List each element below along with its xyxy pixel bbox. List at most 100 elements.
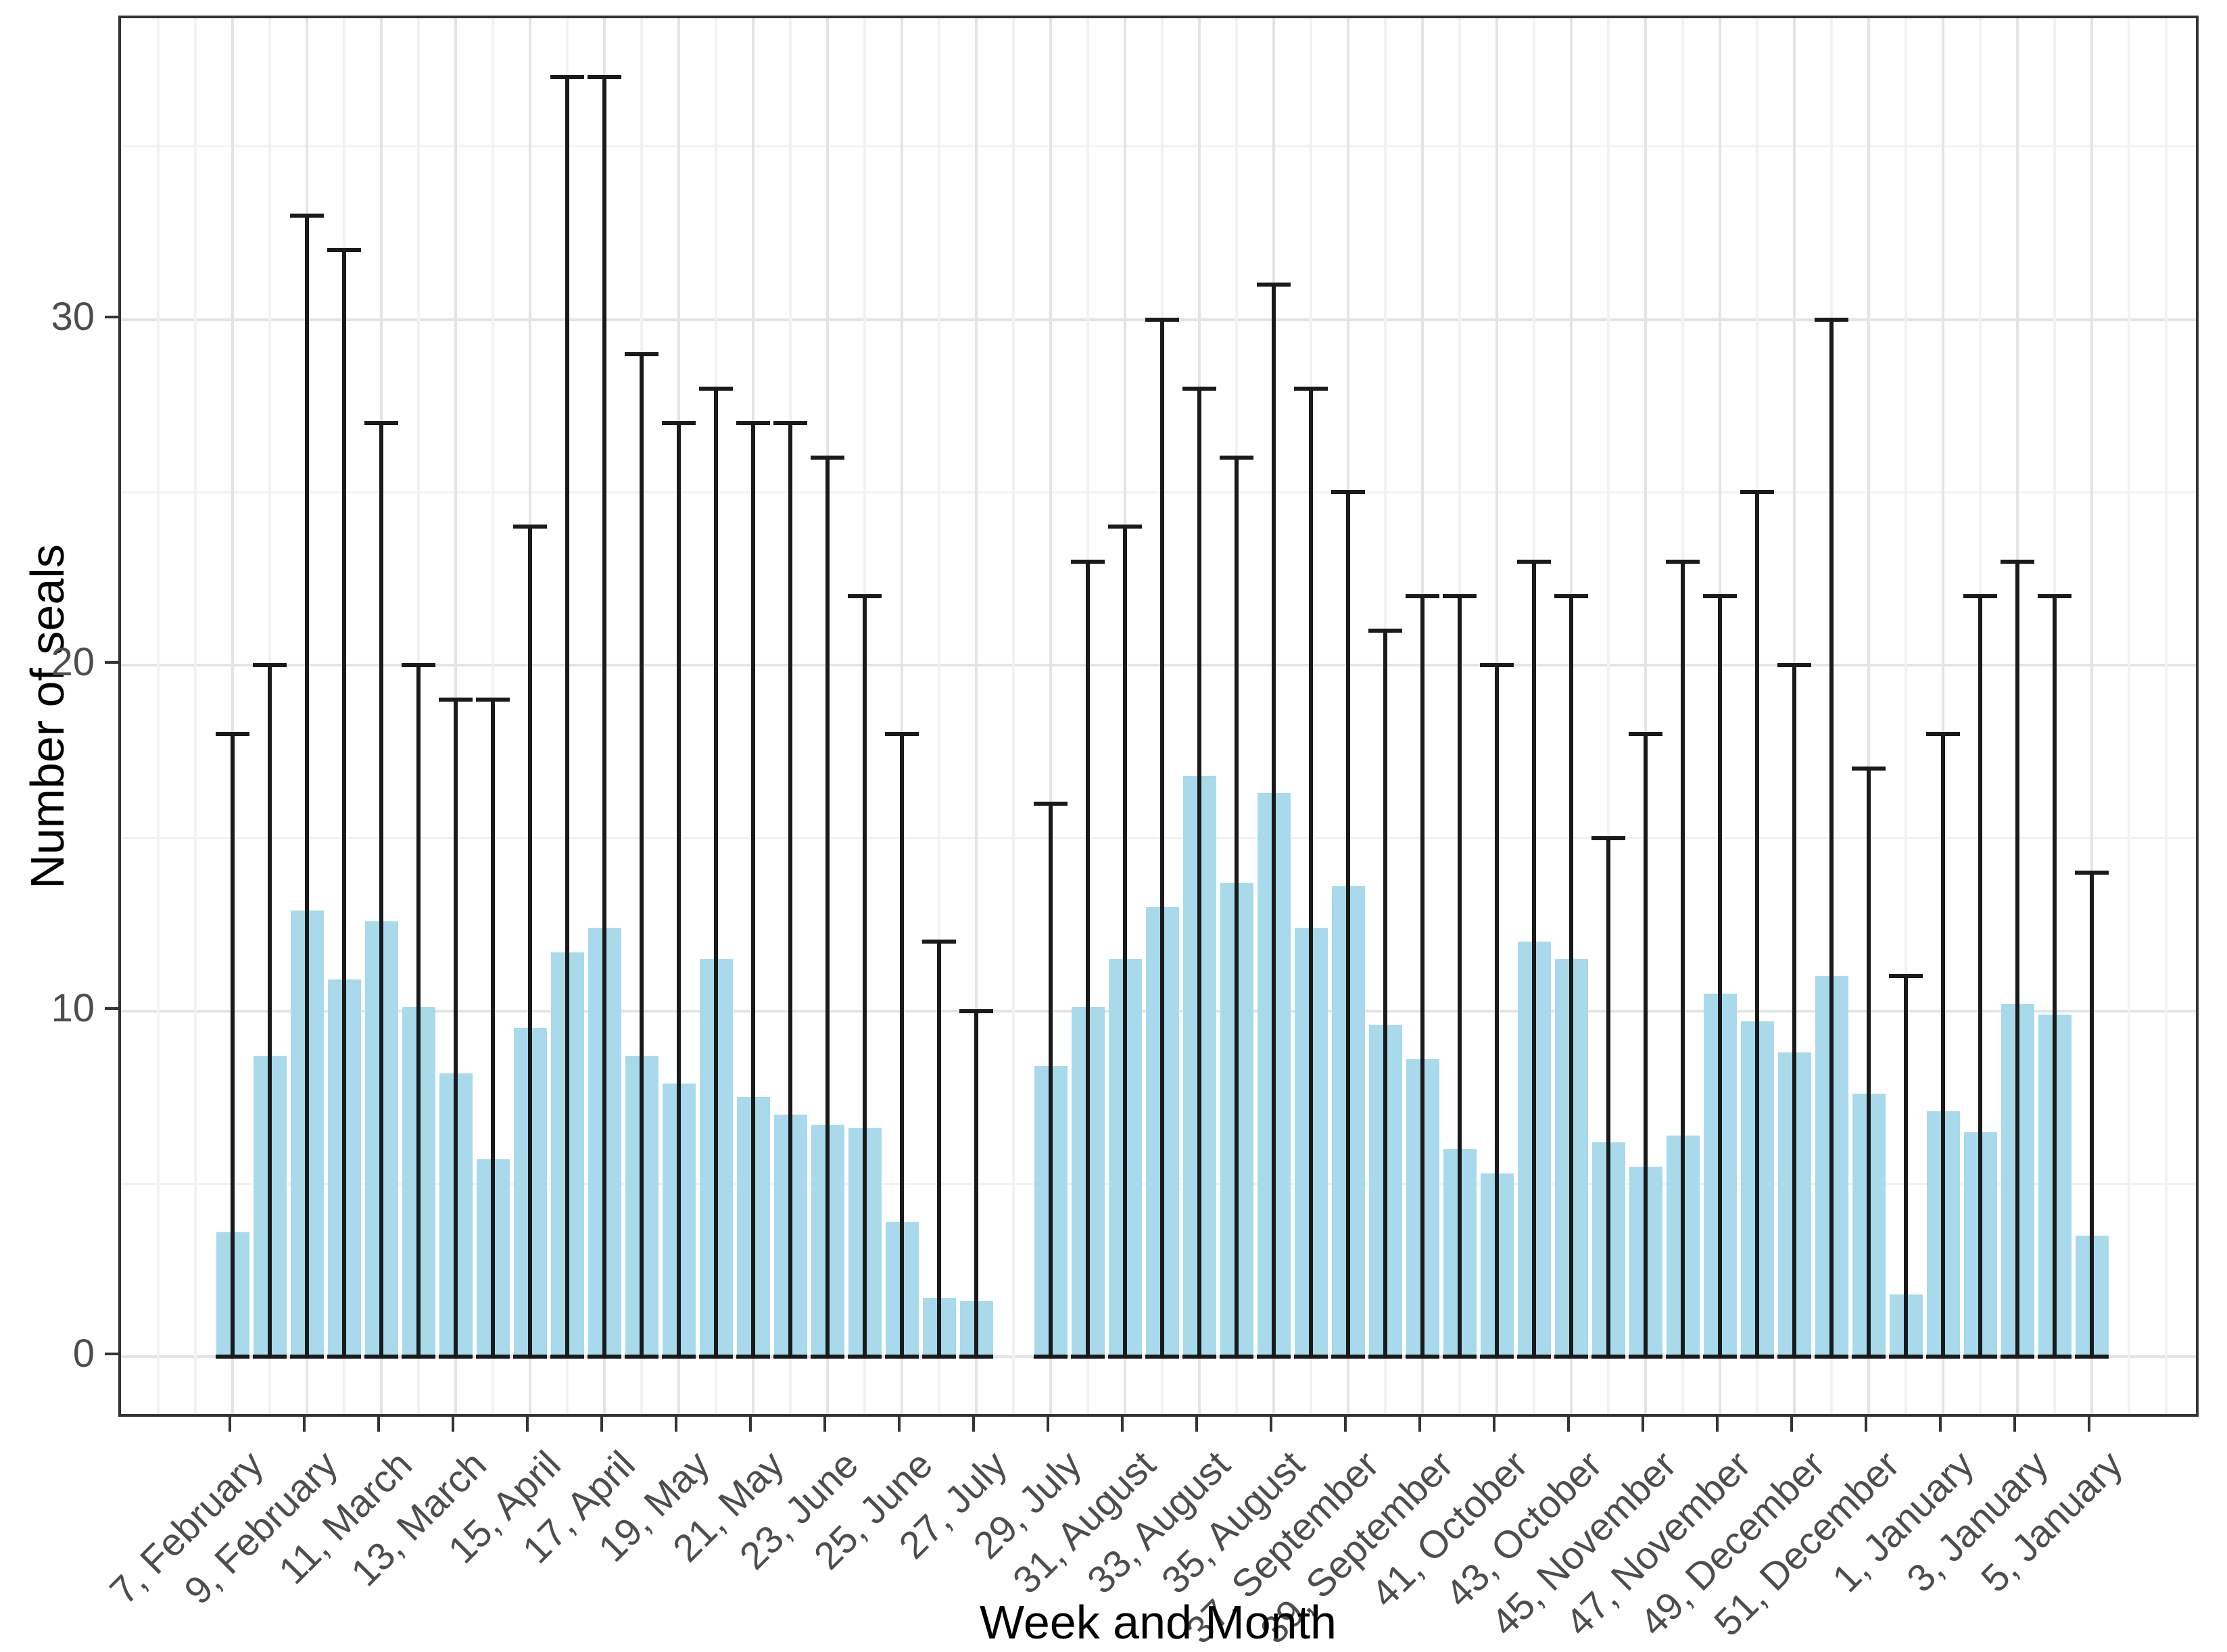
errorbar-cap-bottom-week-17: [588, 1355, 621, 1359]
x-major-gridline: [975, 18, 978, 1414]
errorbar-line-week-30: [1086, 561, 1090, 1357]
errorbar-line-week-7: [231, 734, 235, 1357]
errorbar-cap-top-week-31: [1108, 525, 1142, 529]
errorbar-cap-bottom-week-37: [1331, 1355, 1365, 1359]
errorbar-cap-top-week-5: [2075, 870, 2109, 875]
errorbar-cap-top-week-43: [1554, 593, 1588, 598]
errorbar-line-week-48: [1755, 492, 1759, 1357]
errorbar-cap-top-week-51: [1852, 767, 1886, 771]
x-minor-gridline: [1012, 18, 1015, 1414]
errorbar-cap-bottom-week-32: [1145, 1355, 1179, 1359]
errorbar-cap-bottom-week-44: [1591, 1355, 1625, 1359]
errorbar-cap-bottom-week-43: [1554, 1355, 1588, 1359]
errorbar-cap-bottom-week-23: [811, 1355, 844, 1359]
errorbar-cap-bottom-week-26: [922, 1355, 956, 1359]
x-axis-tick: [1642, 1417, 1644, 1432]
x-axis-tick: [1195, 1417, 1198, 1432]
x-axis-tick: [2013, 1417, 2016, 1432]
errorbar-cap-bottom-week-40: [1443, 1355, 1477, 1359]
errorbar-cap-bottom-week-13: [439, 1355, 473, 1359]
errorbar-cap-top-week-23: [811, 456, 844, 460]
x-axis-tick: [1493, 1417, 1495, 1432]
errorbar-line-week-35: [1272, 285, 1276, 1357]
x-minor-gridline: [2165, 18, 2168, 1414]
x-axis-tick: [1716, 1417, 1719, 1432]
errorbar-line-week-47: [1718, 596, 1722, 1357]
errorbar-cap-bottom-week-51: [1852, 1355, 1886, 1359]
x-axis-tick: [898, 1417, 901, 1432]
errorbar-line-week-26: [937, 942, 941, 1357]
x-axis-tick: [452, 1417, 454, 1432]
errorbar-cap-bottom-week-14: [476, 1355, 510, 1359]
errorbar-line-week-12: [416, 665, 421, 1357]
errorbar-cap-bottom-week-22: [773, 1355, 807, 1359]
errorbar-line-week-45: [1644, 734, 1648, 1357]
errorbar-cap-top-week-39: [1406, 593, 1439, 598]
x-axis-tick: [749, 1417, 752, 1432]
errorbar-cap-bottom-week-35: [1257, 1355, 1291, 1359]
y-major-gridline: [121, 664, 2196, 666]
x-axis-tick: [1939, 1417, 1942, 1432]
errorbar-cap-top-week-10: [327, 248, 361, 253]
errorbar-cap-bottom-week-5: [2075, 1355, 2109, 1359]
errorbar-cap-top-week-14: [476, 698, 510, 702]
errorbar-line-week-2: [1978, 596, 1982, 1357]
errorbar-cap-top-week-47: [1703, 593, 1737, 598]
x-axis-tick: [600, 1417, 603, 1432]
errorbar-cap-top-week-36: [1294, 386, 1328, 391]
errorbar-cap-bottom-week-29: [1034, 1355, 1068, 1359]
errorbar-cap-bottom-week-21: [736, 1355, 770, 1359]
x-major-gridline: [1049, 18, 1052, 1414]
errorbar-cap-top-week-18: [625, 351, 658, 356]
x-axis-tick: [1121, 1417, 1124, 1432]
errorbar-line-week-3: [2015, 561, 2019, 1357]
errorbar-line-week-24: [863, 596, 867, 1357]
errorbar-cap-bottom-week-27: [959, 1355, 993, 1359]
errorbar-line-week-13: [454, 700, 458, 1357]
errorbar-line-week-14: [491, 700, 495, 1357]
errorbar-cap-bottom-week-39: [1406, 1355, 1439, 1359]
errorbar-cap-top-week-30: [1071, 559, 1105, 564]
y-tick-label: 10: [51, 986, 95, 1030]
errorbar-line-week-1: [1941, 734, 1945, 1357]
errorbar-cap-top-week-50: [1815, 317, 1848, 322]
errorbar-cap-bottom-week-16: [550, 1355, 584, 1359]
x-minor-gridline: [1607, 18, 1610, 1414]
errorbar-line-week-52: [1904, 976, 1908, 1357]
errorbar-line-week-22: [788, 422, 792, 1357]
errorbar-line-week-40: [1458, 596, 1462, 1357]
y-minor-gridline: [121, 491, 2196, 493]
y-minor-gridline: [121, 145, 2196, 148]
errorbar-cap-top-week-13: [439, 698, 473, 702]
x-axis-title: Week and Month: [980, 1596, 1337, 1649]
errorbar-cap-bottom-week-50: [1815, 1355, 1848, 1359]
errorbar-cap-top-week-32: [1145, 317, 1179, 322]
errorbar-cap-bottom-week-36: [1294, 1355, 1328, 1359]
errorbar-line-week-31: [1123, 527, 1127, 1357]
errorbar-cap-bottom-week-34: [1220, 1355, 1253, 1359]
x-axis-tick: [2088, 1417, 2090, 1432]
errorbar-cap-top-week-12: [402, 663, 435, 667]
errorbar-cap-top-week-52: [1889, 974, 1923, 979]
errorbar-cap-bottom-week-18: [625, 1355, 658, 1359]
x-minor-gridline: [938, 18, 940, 1414]
errorbar-cap-top-week-42: [1517, 559, 1551, 564]
errorbar-cap-top-week-1: [1926, 732, 1960, 737]
errorbar-line-week-51: [1867, 769, 1871, 1357]
x-axis-tick: [1790, 1417, 1793, 1432]
errorbar-cap-bottom-week-19: [662, 1355, 696, 1359]
errorbar-line-week-9: [305, 216, 309, 1357]
errorbar-line-week-33: [1197, 388, 1201, 1357]
errorbar-line-week-16: [565, 77, 569, 1357]
errorbar-line-week-44: [1606, 837, 1610, 1357]
errorbar-cap-bottom-week-1: [1926, 1355, 1960, 1359]
errorbar-cap-top-week-2: [1963, 593, 1997, 598]
errorbar-cap-top-week-3: [2001, 559, 2034, 564]
x-axis-tick: [1344, 1417, 1347, 1432]
errorbar-cap-top-week-48: [1740, 490, 1774, 495]
errorbar-line-week-49: [1792, 665, 1796, 1357]
errorbar-cap-top-week-44: [1591, 835, 1625, 840]
x-major-gridline: [901, 18, 903, 1414]
errorbar-line-week-43: [1569, 596, 1573, 1357]
errorbar-line-week-17: [602, 77, 606, 1357]
